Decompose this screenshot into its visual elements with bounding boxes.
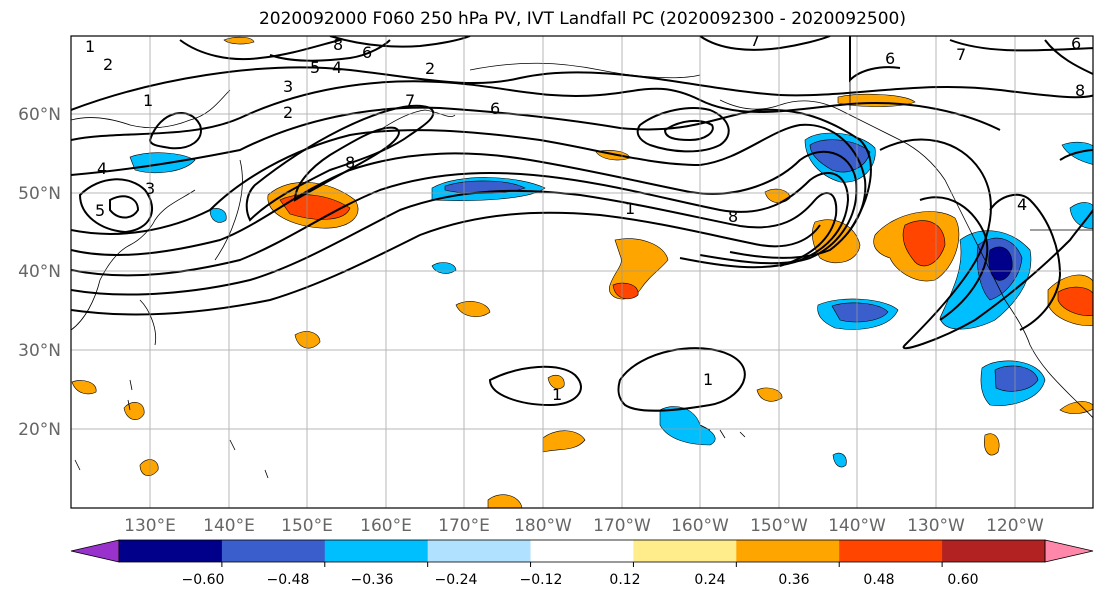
contour-label: 6 [362,43,372,62]
positive-anomaly [756,387,783,402]
colorbar-tick-label: 0.60 [947,572,978,588]
lon-label: 170°E [438,516,490,536]
positive-anomaly [1057,286,1093,316]
map-area: 1 2 1 4 5 3 3 2 8 6 5 4 2 8 6 7 1 8 6 7 … [71,31,1093,508]
positive-anomaly [902,220,946,267]
colorbar-segment [119,540,223,562]
contour-label: 8 [345,153,355,172]
contour-label: 8 [333,35,343,54]
map-title: 2020092000 F060 250 hPa PV, IVT Landfall… [258,9,906,29]
contour-label: 1 [85,37,95,56]
contour-label: 8 [728,207,738,226]
contour-labels: 1 2 1 4 5 3 3 2 8 6 5 4 2 8 6 7 1 8 6 7 … [85,31,1085,404]
contour-label: 3 [145,179,155,198]
contour-label: 1 [625,199,635,218]
contour-label: 4 [332,58,342,77]
colorbar-segment [530,540,634,562]
lon-label: 150°W [750,516,808,536]
lon-label: 130°E [124,516,176,536]
colorbar-tick-label: 0.12 [609,572,640,588]
contour-label: 7 [750,31,760,50]
contour-label: 7 [956,45,966,64]
colorbar-segment [839,540,943,562]
latitude-labels: 60°N 50°N 40°N 30°N 20°N [18,105,61,440]
lon-label: 160°W [671,516,729,536]
colorbar-tick-label: −0.60 [182,572,225,588]
colorbar-segment [736,540,840,562]
lon-label: 160°E [360,516,412,536]
contour-label: 3 [283,77,293,96]
colorbar-extend-max [1044,539,1094,563]
contour-label: 6 [490,99,500,118]
colorbar-tick-label: 0.24 [694,572,725,588]
contour-label: 4 [1017,195,1027,214]
lon-label: 180°W [514,516,572,536]
colorbar-segment [221,540,326,562]
coastlines [71,36,1093,479]
map-frame [70,35,1094,509]
contour-label: 2 [283,103,293,122]
colorbar-segment [324,540,429,562]
colorbar-segment [942,540,1046,562]
colorbar-tick-label: 0.36 [778,572,809,588]
contour-label: 2 [425,59,435,78]
colorbar-frame [118,539,1046,563]
colorbar-segment [427,540,532,562]
contour-label: 6 [885,49,895,68]
contour-label: 5 [95,201,105,220]
colorbar-extend-min [70,539,120,563]
colorbar-tick-label: −0.12 [520,572,563,588]
colorbar-tick-label: −0.24 [435,572,478,588]
contour-label: 6 [1071,34,1081,53]
negative-anomaly [831,302,889,323]
lon-label: 120°W [986,516,1044,536]
positive-anomaly [542,430,586,453]
colorbar-tick-label: −0.36 [351,572,394,588]
lon-label: 170°W [593,516,651,536]
negative-anomaly [988,246,1013,281]
contour-label: 8 [1075,81,1085,100]
lat-label: 30°N [18,341,61,361]
positive-anomaly [71,380,97,395]
contour-label: 7 [405,91,415,110]
positive-anomaly [487,494,523,508]
lon-label: 140°W [828,516,886,536]
lat-label: 20°N [18,420,61,440]
negative-anomaly [209,208,227,223]
positive-anomaly [223,36,255,45]
lon-label: 150°E [281,516,333,536]
contour-label: 2 [103,55,113,74]
contour-label: 5 [310,58,320,77]
positive-anomaly [547,374,565,390]
negative-anomaly [1069,202,1093,229]
longitude-labels: 130°E 140°E 150°E 160°E 170°E 180°W 170°… [124,516,1044,536]
colorbar-tick-label: 0.48 [863,572,894,588]
lat-label: 50°N [18,184,61,204]
contour-label: 1 [552,385,562,404]
colorbar-tick-label: −0.48 [267,572,310,588]
contour-label: 4 [97,159,107,178]
contour-label: 1 [703,370,713,389]
lat-label: 40°N [18,262,61,282]
positive-anomaly [139,459,159,477]
positive-anomaly [612,282,639,300]
contour-label: 1 [143,91,153,110]
colorbar-segment [633,540,737,562]
lat-label: 60°N [18,105,61,125]
graticule [71,36,1093,508]
lon-label: 140°E [203,516,255,536]
negative-anomaly [832,452,847,468]
positive-anomaly [1059,401,1093,414]
colorbar-tick-labels: −0.60 −0.48 −0.36 −0.24 −0.12 0.12 0.24 … [182,572,979,588]
negative-anomaly [994,365,1039,392]
colorbar [70,539,1094,567]
positive-anomaly [984,433,1000,456]
negative-anomaly [129,152,196,174]
lon-label: 130°W [907,516,965,536]
